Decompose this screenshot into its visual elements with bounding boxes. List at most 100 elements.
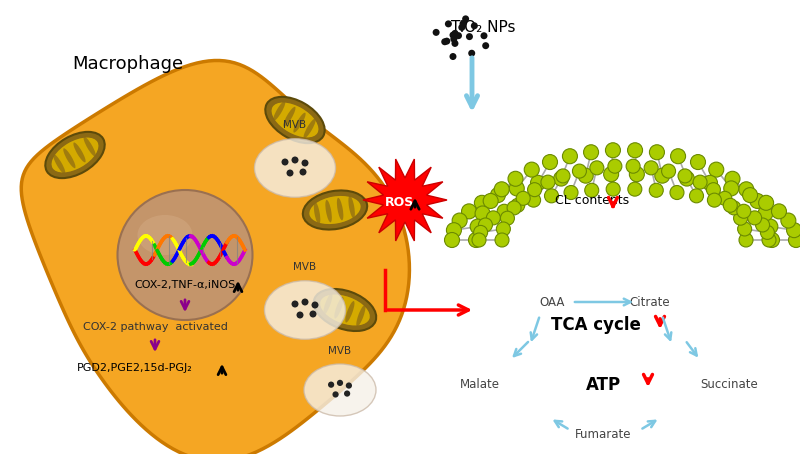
Ellipse shape [138,215,193,255]
Circle shape [497,204,511,218]
Ellipse shape [304,364,376,416]
Circle shape [468,50,475,57]
Circle shape [310,311,317,317]
Ellipse shape [53,154,66,174]
Circle shape [738,182,754,197]
Circle shape [760,225,774,239]
Circle shape [501,211,514,225]
Ellipse shape [314,202,320,224]
Circle shape [291,301,298,307]
Circle shape [481,32,487,39]
Circle shape [452,213,467,228]
Circle shape [474,195,490,210]
Circle shape [545,189,558,203]
Circle shape [494,182,510,197]
Circle shape [346,382,352,389]
Circle shape [472,233,486,247]
Circle shape [578,168,594,183]
Circle shape [526,193,541,207]
Ellipse shape [266,97,325,143]
Circle shape [470,219,485,234]
Circle shape [282,158,289,166]
Ellipse shape [118,190,253,320]
Ellipse shape [265,281,346,339]
Text: Citrate: Citrate [630,296,670,309]
Circle shape [510,198,525,212]
Text: Malate: Malate [460,379,500,391]
Circle shape [573,164,586,178]
Ellipse shape [334,297,343,319]
Circle shape [462,204,477,219]
Circle shape [693,175,707,189]
Circle shape [333,391,338,398]
Ellipse shape [349,196,355,218]
Circle shape [755,218,770,232]
Circle shape [527,183,542,197]
Text: TiO₂ NPs: TiO₂ NPs [450,20,515,35]
Ellipse shape [273,101,286,121]
Ellipse shape [337,198,343,220]
Circle shape [445,232,459,247]
Circle shape [644,161,658,175]
Circle shape [738,222,752,236]
Circle shape [707,193,722,207]
Circle shape [450,35,458,43]
Circle shape [670,186,684,199]
Circle shape [507,201,521,215]
Circle shape [742,188,758,202]
Circle shape [739,233,753,247]
Ellipse shape [51,137,99,173]
Circle shape [516,191,530,205]
Circle shape [433,29,440,36]
Circle shape [608,159,622,173]
Circle shape [508,171,523,186]
Circle shape [302,298,309,306]
Circle shape [724,181,738,196]
Circle shape [786,222,800,237]
Circle shape [727,201,741,215]
Circle shape [630,167,644,182]
Circle shape [771,204,786,219]
Circle shape [606,182,620,196]
Circle shape [482,42,489,49]
Circle shape [344,390,350,397]
Circle shape [585,183,598,197]
Text: Fumarate: Fumarate [574,429,631,441]
Circle shape [737,204,751,218]
Ellipse shape [314,289,376,331]
Circle shape [483,193,498,208]
Circle shape [583,145,598,160]
Text: ATP: ATP [586,376,621,394]
Circle shape [471,22,478,30]
Ellipse shape [63,148,75,168]
Circle shape [450,53,457,60]
Circle shape [524,162,539,177]
Text: CL contents: CL contents [555,193,629,207]
Circle shape [443,38,450,44]
Circle shape [628,182,642,196]
Circle shape [718,191,732,205]
Circle shape [450,32,457,39]
Text: PGD2,PGE2,15d-PGJ₂: PGD2,PGE2,15d-PGJ₂ [77,363,193,373]
Ellipse shape [309,195,362,225]
Circle shape [474,225,488,239]
Circle shape [542,154,558,169]
Circle shape [490,188,506,202]
Circle shape [311,301,318,309]
Text: ROS: ROS [386,196,414,208]
Circle shape [763,219,778,234]
Circle shape [541,175,555,189]
Circle shape [446,222,462,237]
Ellipse shape [74,143,86,163]
Circle shape [337,380,343,386]
Circle shape [702,175,718,190]
Circle shape [650,145,665,160]
Circle shape [650,183,663,197]
Ellipse shape [326,200,332,222]
Circle shape [496,222,510,236]
Circle shape [725,171,740,186]
Circle shape [627,143,642,158]
Circle shape [604,167,618,182]
Circle shape [554,171,569,186]
Circle shape [723,198,738,212]
